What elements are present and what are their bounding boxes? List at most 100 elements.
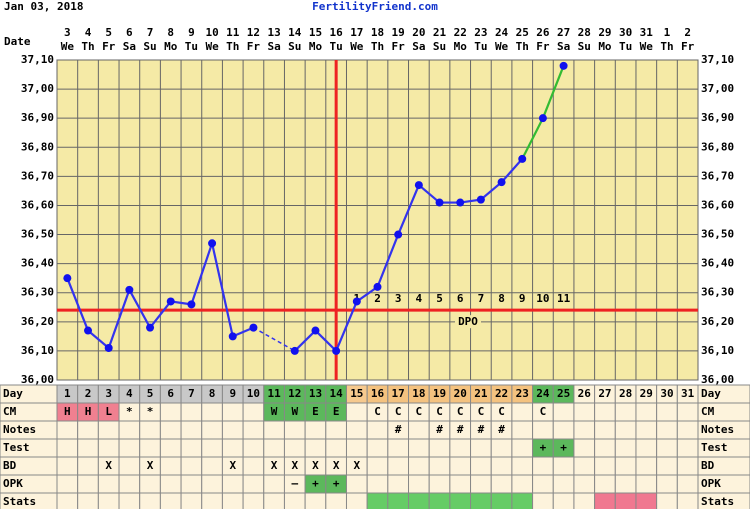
opk-cell <box>263 474 285 494</box>
test-cell <box>345 438 368 458</box>
day-value: 12 <box>288 387 301 400</box>
weekday: Su <box>433 40 446 53</box>
y-tick-label-right: 36,80 <box>701 140 734 153</box>
date-number: 10 <box>205 26 218 39</box>
notes-cell <box>656 420 678 440</box>
date-number: 15 <box>309 26 322 39</box>
row-label-right: Day <box>701 387 721 400</box>
dpo-label: 6 <box>457 292 464 305</box>
day-value: 17 <box>392 387 405 400</box>
bd-cell <box>635 456 658 476</box>
y-tick-label-right: 36,40 <box>701 257 734 270</box>
bd-cell <box>573 456 596 476</box>
test-cell <box>656 438 678 458</box>
bd-cell <box>180 456 203 476</box>
bd-cell <box>118 456 141 476</box>
row-label-right: Test <box>701 441 728 454</box>
notes-cell <box>180 420 203 440</box>
date-number: 21 <box>433 26 447 39</box>
cm-cell <box>511 402 534 422</box>
cm-cell <box>635 402 658 422</box>
day-value: 9 <box>229 387 236 400</box>
date-number: 23 <box>474 26 487 39</box>
cm-value: C <box>374 405 381 418</box>
opk-cell <box>614 474 637 494</box>
opk-cell <box>635 474 658 494</box>
dpo-label: 3 <box>395 292 402 305</box>
opk-value: + <box>333 477 340 490</box>
stats-cell <box>139 492 161 509</box>
test-cell <box>201 438 223 458</box>
cm-cell <box>345 402 368 422</box>
day-value: 8 <box>209 387 216 400</box>
weekday: Sa <box>557 40 570 53</box>
chart-title: FertilityFriend.com <box>312 0 438 13</box>
test-cell <box>180 438 203 458</box>
weekday: Su <box>143 40 156 53</box>
bd-cell <box>676 456 699 476</box>
cm-value: E <box>333 405 340 418</box>
dpo-label: 7 <box>478 292 485 305</box>
cm-value: H <box>64 405 71 418</box>
row-label: Stats <box>3 495 36 508</box>
dpo-label: 10 <box>536 292 549 305</box>
day-value: 30 <box>660 387 673 400</box>
bd-cell <box>614 456 637 476</box>
temp-line <box>541 65 565 119</box>
cm-cell <box>242 402 265 422</box>
notes-cell <box>511 420 534 440</box>
weekday: Mo <box>454 40 468 53</box>
date-number: 28 <box>578 26 591 39</box>
stats-cell <box>221 492 244 509</box>
stats-cell <box>387 492 410 509</box>
bd-value: X <box>271 459 278 472</box>
dpo-label-bg <box>455 315 481 329</box>
test-cell <box>283 438 306 458</box>
cm-cell <box>201 402 223 422</box>
cm-value: C <box>498 405 505 418</box>
opk-cell <box>139 474 161 494</box>
weekday: Th <box>226 40 239 53</box>
date-number: 2 <box>684 26 691 39</box>
test-cell <box>304 438 327 458</box>
y-tick-label-right: 37,00 <box>701 82 734 95</box>
notes-cell <box>77 420 99 440</box>
bd-value: X <box>333 459 340 472</box>
bd-cell <box>552 456 575 476</box>
dpo-label: 8 <box>498 292 505 305</box>
opk-cell <box>490 474 513 494</box>
notes-value: # <box>436 423 443 436</box>
dpo-label: 2 <box>374 292 381 305</box>
opk-cell <box>594 474 616 494</box>
stats-cell <box>573 492 596 509</box>
y-tick-label: 36,90 <box>21 111 54 124</box>
y-tick-label-right: 36,30 <box>701 286 734 299</box>
notes-cell <box>594 420 616 440</box>
stats-cell <box>490 492 513 509</box>
weekday: Sa <box>123 40 136 53</box>
bd-cell <box>77 456 99 476</box>
y-tick-label: 36,20 <box>21 315 54 328</box>
bd-value: X <box>291 459 298 472</box>
cm-cell <box>656 402 678 422</box>
date-number: 5 <box>105 26 112 39</box>
y-tick-label: 36,40 <box>21 257 54 270</box>
date-number: 19 <box>392 26 405 39</box>
y-tick-label: 36,30 <box>21 286 54 299</box>
weekday: Sa <box>267 40 280 53</box>
y-tick-label: 36,60 <box>21 198 54 211</box>
date-number: 16 <box>330 26 344 39</box>
temp-point <box>249 323 258 332</box>
bd-cell <box>532 456 554 476</box>
bd-cell <box>594 456 616 476</box>
opk-cell <box>573 474 596 494</box>
stats-cell <box>532 492 554 509</box>
opk-cell <box>97 474 120 494</box>
opk-value: – <box>291 477 298 490</box>
y-tick-label: 36,70 <box>21 169 54 182</box>
notes-cell <box>263 420 285 440</box>
weekday: Tu <box>185 40 198 53</box>
y-tick-label-right: 36,20 <box>701 315 734 328</box>
bd-value: X <box>105 459 112 472</box>
notes-cell <box>635 420 658 440</box>
